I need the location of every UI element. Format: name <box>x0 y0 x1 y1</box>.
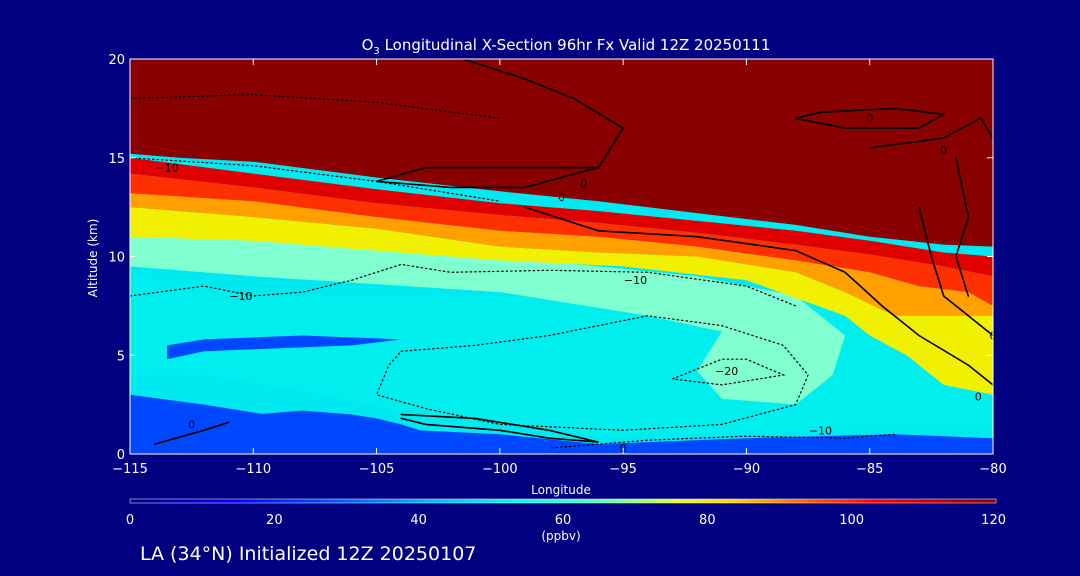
contour-label-8: −10 <box>229 290 252 303</box>
contour-lines <box>130 59 993 449</box>
ozone-layer-95-5 <box>130 173 993 306</box>
x-tick-label-5: −90 <box>733 462 760 477</box>
contour-0-7 <box>153 421 230 445</box>
contour-0-4 <box>918 206 993 337</box>
x-tick-label-3: −100 <box>482 462 518 477</box>
title-subscript: 3 <box>373 46 379 57</box>
colorbar-tick-label-0: 0 <box>126 513 134 528</box>
contour-label-9: −10 <box>624 274 647 287</box>
chart-title: O3 Longitudinal X-Section 96hr Fx Valid … <box>362 36 771 57</box>
contour-label-1: 0 <box>580 177 587 190</box>
x-tick-label-4: −95 <box>609 462 636 477</box>
colorbar-tick-label-1: 20 <box>266 513 283 528</box>
ozone-layer-115-7 <box>130 59 993 247</box>
contour-label-0: 0 <box>558 191 565 204</box>
colorbar-tick-label-3: 60 <box>555 513 572 528</box>
ozone-layer-105-6 <box>130 157 993 277</box>
y-tick-label-4: 20 <box>108 53 125 68</box>
contour-label-3: 0 <box>940 144 947 157</box>
x-tick-label-6: −85 <box>856 462 883 477</box>
colorbar-tick-label-6: 120 <box>981 513 1006 528</box>
ozone-layer-30-8 <box>167 335 402 360</box>
contour--20-12 <box>671 358 786 386</box>
contour--10-8 <box>130 157 501 202</box>
x-tick-label-1: −110 <box>235 462 271 477</box>
contour-0-2 <box>794 107 947 129</box>
contour-0-1 <box>523 206 993 386</box>
ozone-layer-75-3 <box>130 207 993 395</box>
contour-0-6 <box>400 413 599 443</box>
ozone-layer-85-4 <box>130 193 993 316</box>
x-axis: −115 −110 −105 −100 −95 −90 −85 −80 <box>112 59 1007 477</box>
contour--20-13 <box>130 93 501 119</box>
contour-label-2: 0 <box>866 112 873 125</box>
y-tick-label-0: 0 <box>117 448 125 463</box>
colorbar-tick-label-5: 100 <box>839 513 864 528</box>
contour-label-4: 0 <box>188 418 195 431</box>
y-tick-label-1: 5 <box>117 349 125 364</box>
contour-0-5 <box>955 157 970 297</box>
x-tick-label-7: −80 <box>979 462 1006 477</box>
x-tick-label-2: −105 <box>359 462 395 477</box>
title-text: Longitudinal X-Section 96hr Fx Valid 12Z… <box>380 36 771 54</box>
title-prefix: O <box>362 36 374 54</box>
colorbar <box>129 498 997 504</box>
contour--10-9 <box>130 263 797 307</box>
contour-label-5: 0 <box>975 391 982 404</box>
ozone-field <box>130 59 993 454</box>
contour-0-3 <box>868 117 993 149</box>
y-axis: 0 5 10 15 20 <box>108 53 993 463</box>
y-tick-label-2: 10 <box>108 251 125 266</box>
contour-0-0 <box>376 59 625 189</box>
y-tick-label-3: 15 <box>108 152 125 167</box>
ozone-layer-20-9 <box>167 410 476 454</box>
run-caption: LA (34°N) Initialized 12Z 20250107 <box>140 543 476 565</box>
contour-label-11: −20 <box>715 365 738 378</box>
contour-label-10: −10 <box>809 424 832 437</box>
ozone-layer-60-2 <box>130 226 846 405</box>
contour--10-10 <box>375 315 809 431</box>
y-axis-label: Altitude (km) <box>86 219 100 298</box>
colorbar-unit: (ppbv) <box>541 529 580 543</box>
colorbar-ticks: 0 20 40 60 80 100 120 <box>126 513 1006 528</box>
contour-label-12: −10 <box>155 162 178 175</box>
x-tick-label-0: −115 <box>112 462 148 477</box>
contour--10-11 <box>548 433 896 449</box>
colorbar-tick-label-2: 40 <box>410 513 427 528</box>
colorbar-tick-label-4: 80 <box>699 513 716 528</box>
x-axis-label: Longitude <box>531 483 591 497</box>
